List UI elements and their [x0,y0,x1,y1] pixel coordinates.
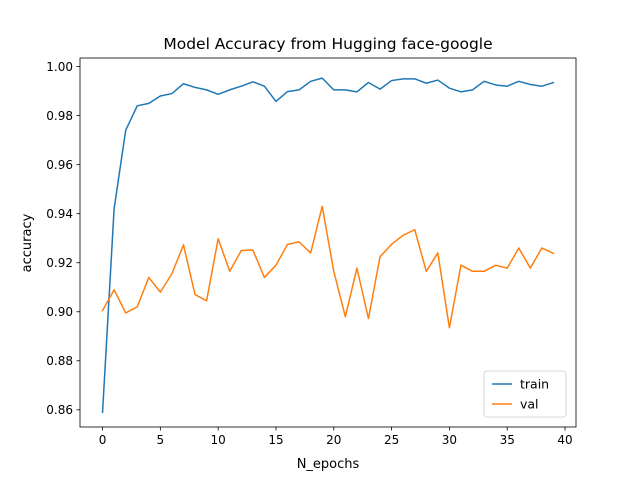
y-tick-label: 0.98 [46,109,73,123]
x-tick-label: 25 [384,433,399,447]
plot-area [101,77,555,414]
x-tick-label: 5 [157,433,165,447]
x-tick-label: 10 [211,433,226,447]
x-tick-label: 35 [500,433,515,447]
y-axis-label: accuracy [20,213,35,272]
x-tick-label: 40 [557,433,572,447]
series-line-val [101,205,555,329]
x-axis-label: N_epochs [297,457,360,472]
legend-label-train: train [520,377,549,392]
axes: 0 5 10 15 20 25 30 35 40 0.86 0.88 0.90 0.92 0.94 0.96… [46,57,577,447]
legend-box [483,370,567,418]
axes-frame [79,57,577,428]
y-tick-label: 1.00 [46,60,73,74]
y-tick-label: 0.86 [46,403,73,417]
y-tick-label: 0.94 [46,207,73,221]
y-tick-label: 0.92 [46,256,73,270]
chart-title: Model Accuracy from Hugging face-google [163,35,492,53]
x-tick-label: 30 [442,433,457,447]
y-tick-label: 0.90 [46,305,73,319]
y-tick-label: 0.88 [46,354,73,368]
x-tick-label: 0 [99,433,107,447]
y-tick-label: 0.96 [46,158,73,172]
series-line-train [101,77,555,414]
x-tick-label: 15 [268,433,283,447]
x-tick-label: 20 [326,433,341,447]
legend: train val [483,370,567,418]
legend-label-val: val [520,397,539,412]
